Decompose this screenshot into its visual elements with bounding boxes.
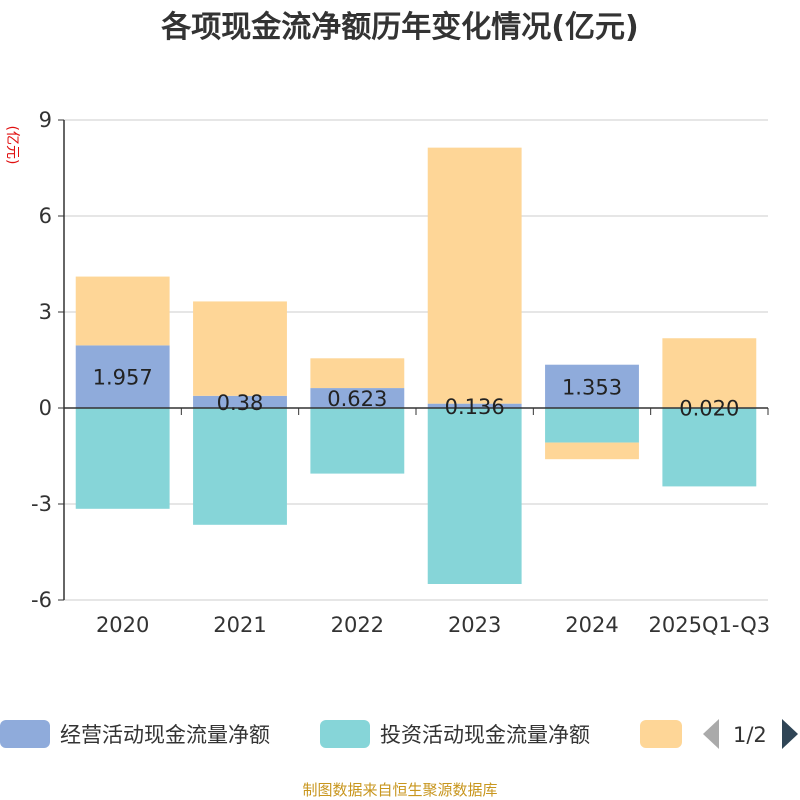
y-tick-label: -6 [31,588,52,612]
bar-series2-2022 [310,408,405,474]
chart-title: 各项现金流净额历年变化情况(亿元) [160,10,638,45]
bar-series2-2025Q1-Q3 [662,408,757,487]
bar-series1-2022 [310,388,405,408]
bar-series2-2021 [193,408,287,525]
bar-series1-2021 [193,395,287,408]
bar-series3-2021 [193,301,287,396]
legend: 经营活动现金流量净额 投资活动现金流量净额 1/2 [0,719,798,749]
bar-series2-2020 [75,408,170,509]
y-tick-label: 6 [39,204,52,228]
bar-series3-2020 [75,276,170,346]
y-axis-label: (亿元) [4,126,20,165]
bars [75,147,757,584]
legend-next-page-icon[interactable] [782,719,798,749]
x-category-label: 2021 [213,613,266,637]
legend-label-operating[interactable]: 经营活动现金流量净额 [60,723,270,747]
data-label-operating: 0.020 [679,397,739,421]
x-category-label: 2024 [565,613,618,637]
data-label-operating: 1.957 [93,366,153,390]
x-category-label: 2025Q1-Q3 [649,613,771,637]
data-labels: 1.957 0.38 0.623 0.136 1.353 0.020 [93,366,740,421]
grid-lines [64,119,768,601]
bar-series3-2023 [427,147,522,404]
data-label-operating: 0.136 [445,395,505,419]
legend-label-investing[interactable]: 投资活动现金流量净额 [380,723,590,747]
bar-series2-2024 [545,408,639,443]
y-tick-label: 3 [39,300,52,324]
bar-series3-2022 [310,358,405,389]
legend-swatch-investing[interactable] [320,720,370,748]
x-category-label: 2023 [448,613,501,637]
legend-swatch-financing[interactable] [640,720,682,748]
data-source-footer: 制图数据来自恒生聚源数据库 [302,781,497,799]
axes: 9 6 3 0 -3 -6 2020 2021 2022 2023 2024 2025Q1-Q3 [31,108,770,637]
legend-page-indicator: 1/2 [733,723,767,747]
legend-swatch-operating[interactable] [0,720,50,748]
bar-series3-2024 [545,442,639,460]
bar-series1-2023 [427,403,522,408]
bar-series2-2023 [427,408,522,584]
bar-series1-2020 [75,345,170,408]
y-tick-label: 9 [39,108,52,132]
legend-prev-page-icon[interactable] [703,719,719,749]
y-tick-label: 0 [39,396,52,420]
data-label-operating: 1.353 [562,375,622,399]
data-label-operating: 0.38 [217,391,264,415]
bar-series1-2024 [545,364,639,408]
data-label-operating: 0.623 [327,387,387,411]
x-category-label: 2022 [331,613,384,637]
bar-series3-2025Q1-Q3 [662,338,757,408]
y-tick-label: -3 [31,492,52,516]
x-category-label: 2020 [96,613,149,637]
